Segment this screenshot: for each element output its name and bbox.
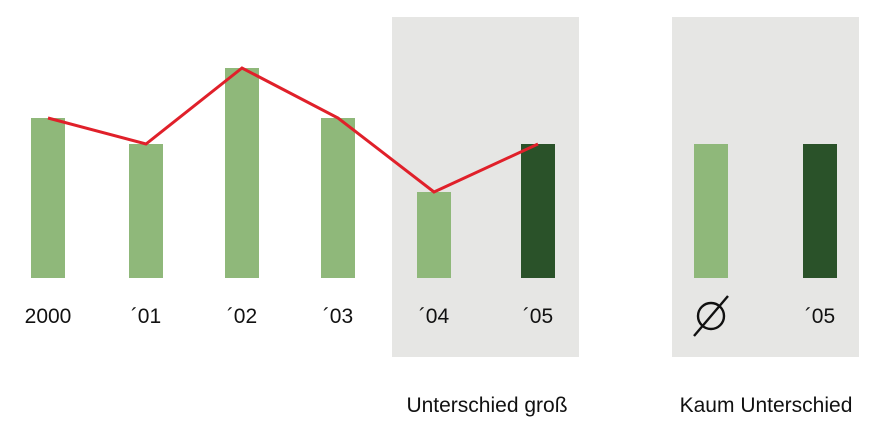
trend-line <box>47 66 539 194</box>
tick-label-average-text: ∅ <box>711 322 712 324</box>
tick-label-1-05-1: ´05 <box>805 305 835 328</box>
bar-1-05-1 <box>803 144 837 278</box>
group-label-unterschied-gross: Unterschied groß <box>406 394 567 417</box>
average-symbol-tick-label: ∅ <box>693 295 729 337</box>
bar-1-x-0 <box>694 144 728 278</box>
bar-0-01-1 <box>129 144 163 278</box>
tick-label-0-04-4: ´04 <box>419 305 450 328</box>
tick-label-0-2000-0: 2000 <box>25 305 72 328</box>
bar-0-02-2 <box>225 68 259 278</box>
tick-label-0-05-5: ´05 <box>523 305 553 328</box>
bar-0-05-5 <box>521 144 555 278</box>
bar-0-03-3 <box>321 118 355 278</box>
group-label-kaum-unterschied: Kaum Unterschied <box>680 394 853 417</box>
bar-0-2000-0 <box>31 118 65 278</box>
bar-0-04-4 <box>417 192 451 278</box>
tick-label-0-02-2: ´02 <box>227 305 257 328</box>
tick-label-0-03-3: ´03 <box>323 305 353 328</box>
tick-label-0-01-1: ´01 <box>131 305 161 328</box>
